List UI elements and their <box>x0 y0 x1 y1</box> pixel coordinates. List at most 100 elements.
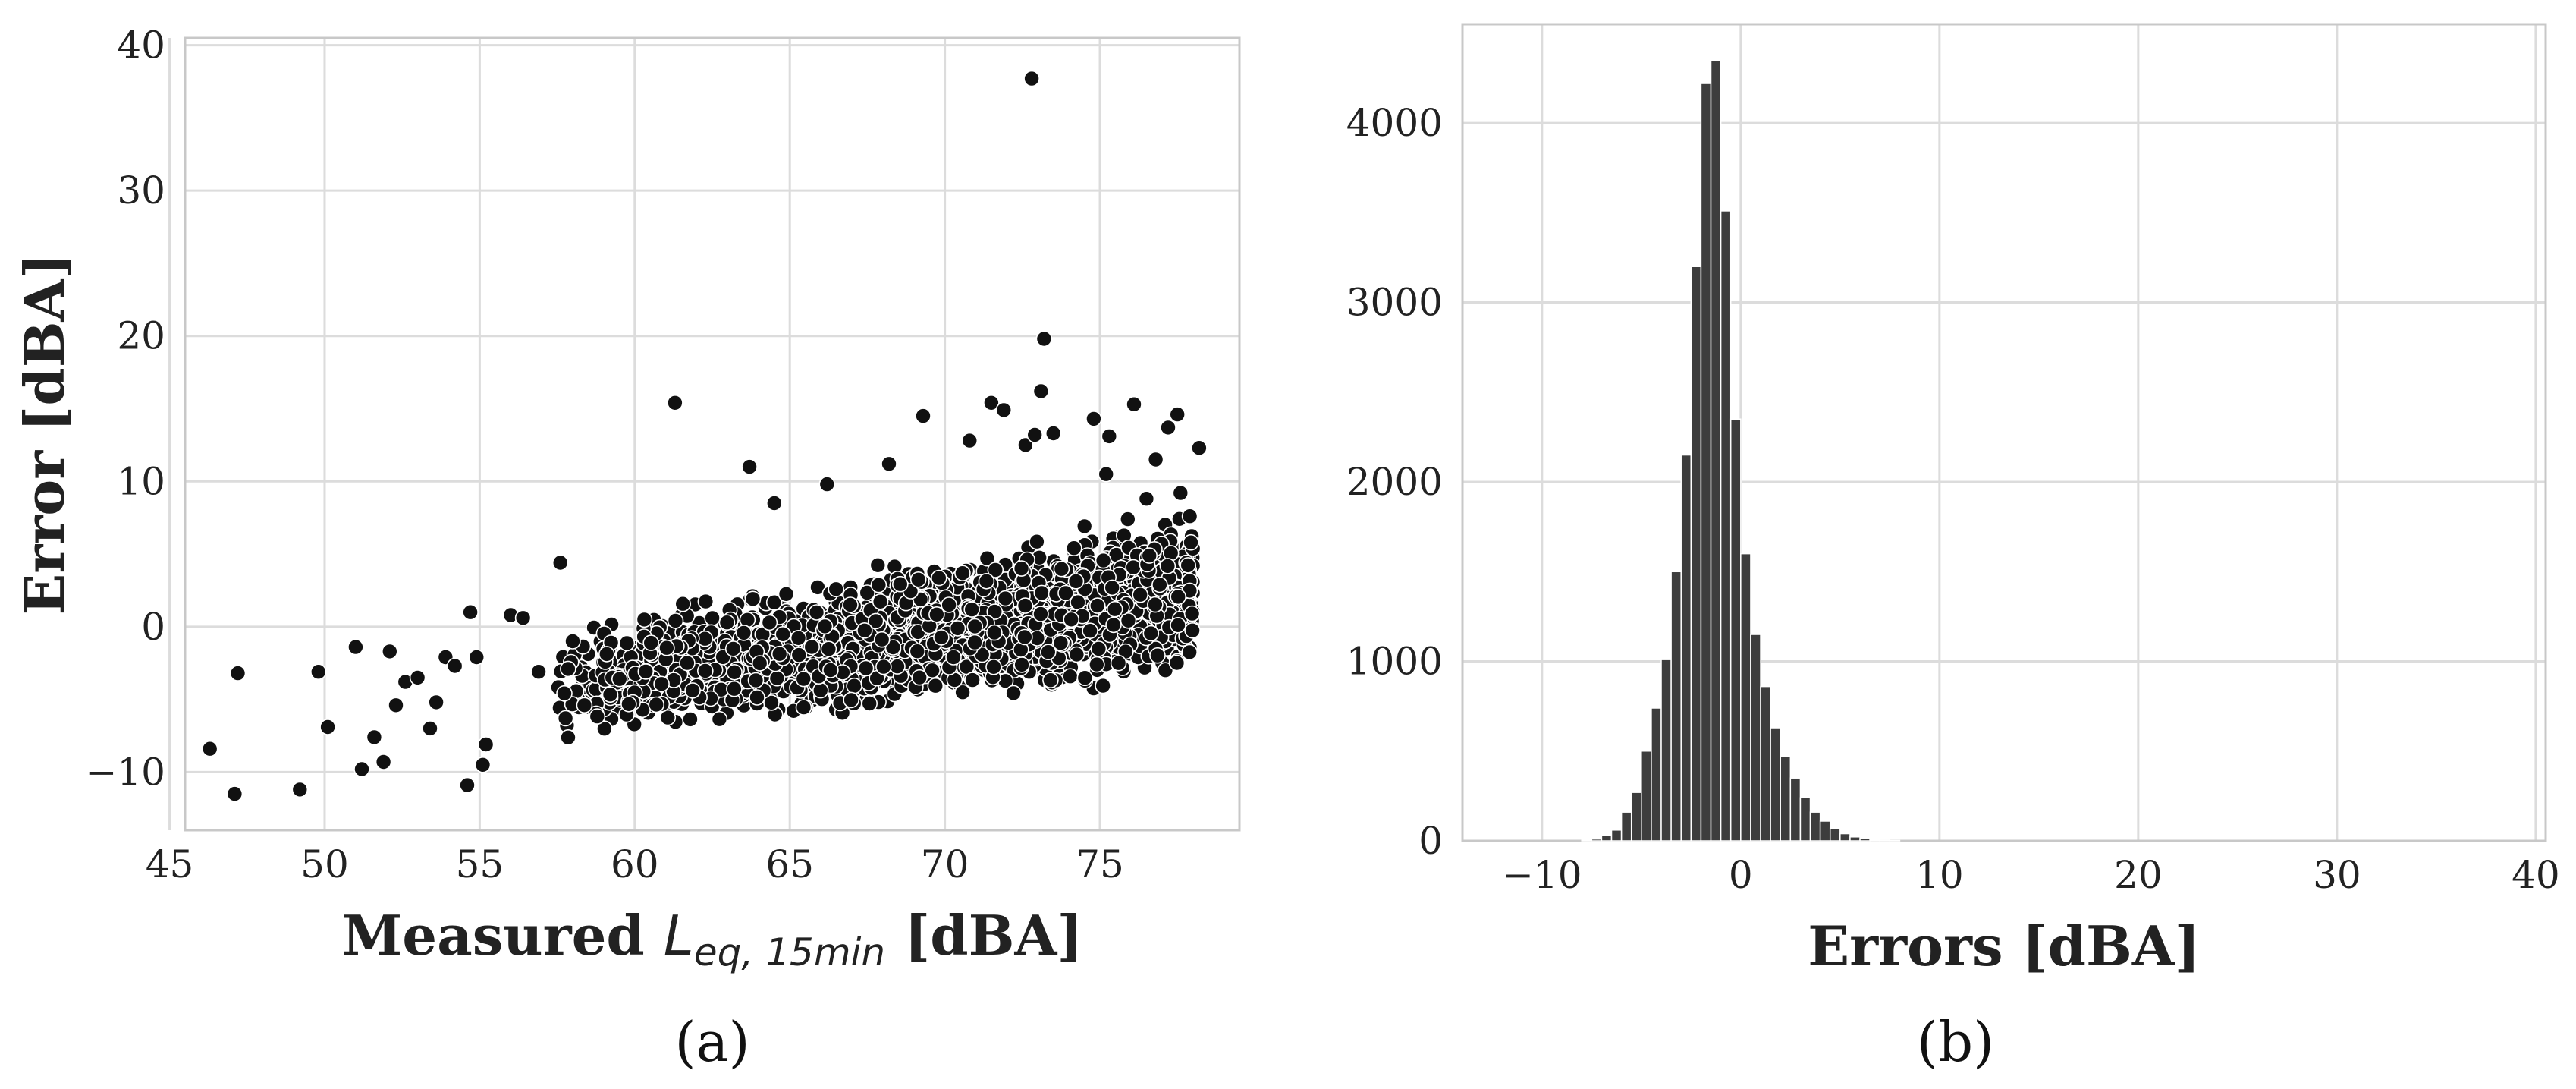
scatter-point <box>1172 484 1189 502</box>
scatter-point <box>551 554 569 571</box>
scatter-point <box>618 634 636 652</box>
scatter-point <box>1169 406 1186 423</box>
histogram-bar <box>1750 634 1761 842</box>
panel-a-points <box>201 70 1208 802</box>
panel-a: 45 50 55 60 65 70 75 −10 0 10 20 30 40 Measured Leq, … <box>12 24 1241 1074</box>
panel-a-y-tick-label: 10 <box>117 459 165 503</box>
scatter-point <box>816 618 834 635</box>
x-axis-label-symbol: L <box>664 904 694 968</box>
scatter-point <box>744 590 762 608</box>
scatter-point <box>1040 644 1057 661</box>
panel-a-y-tick-label: 20 <box>117 314 165 358</box>
scatter-point <box>828 581 844 598</box>
scatter-point <box>949 620 966 637</box>
scatter-point <box>658 639 675 656</box>
histogram-bar <box>1799 797 1811 842</box>
panel-b-x-tick-label: 30 <box>2313 853 2361 897</box>
scatter-point <box>795 699 812 716</box>
scatter-point <box>979 549 996 567</box>
histogram-bar <box>1869 839 1880 842</box>
panel-b-bars <box>1581 59 1901 842</box>
histogram-bar <box>1760 685 1771 842</box>
scatter-point <box>911 669 928 686</box>
histogram-bar <box>1780 756 1792 842</box>
histogram-bar <box>1670 571 1682 842</box>
panel-b-x-tick-label: 40 <box>2512 853 2560 897</box>
histogram-bar <box>1789 777 1802 842</box>
histogram-bar <box>1879 839 1891 842</box>
scatter-point <box>1106 600 1123 618</box>
scatter-point <box>875 658 892 675</box>
scatter-point <box>747 672 765 689</box>
scatter-point <box>611 670 628 688</box>
scatter-point <box>1026 426 1043 443</box>
scatter-point <box>987 562 1004 578</box>
panel-b-y-tick-label: 2000 <box>1346 460 1443 504</box>
scatter-point <box>1151 576 1168 593</box>
histogram-bar <box>1680 454 1692 842</box>
scatter-point <box>1016 597 1034 614</box>
scatter-point <box>642 634 660 651</box>
scatter-point <box>459 776 476 794</box>
scatter-point <box>803 638 820 656</box>
scatter-point <box>726 680 743 697</box>
histogram-bar <box>1660 659 1672 842</box>
scatter-point <box>1149 647 1166 664</box>
scatter-point <box>347 638 364 656</box>
histogram-bar <box>1620 811 1632 842</box>
scatter-point <box>1090 640 1107 657</box>
histogram-bar <box>1690 266 1702 842</box>
scatter-point <box>1068 646 1085 663</box>
scatter-point <box>1168 654 1186 672</box>
scatter-point <box>319 719 336 735</box>
scatter-point <box>1120 612 1137 629</box>
scatter-point <box>818 476 836 493</box>
panel-a-x-tick-label: 45 <box>146 842 194 886</box>
scatter-point <box>229 665 247 681</box>
scatter-point <box>462 603 479 621</box>
scatter-point <box>711 710 728 728</box>
scatter-point <box>978 572 995 590</box>
scatter-point <box>963 601 980 618</box>
scatter-point <box>556 685 573 702</box>
scatter-point <box>1082 622 1098 640</box>
scatter-point <box>909 643 926 660</box>
panel-b: −10 0 10 20 30 40 0 1000 2000 3000 4000 Errors [dBA… <box>1346 23 2560 1074</box>
scatter-point <box>761 614 778 631</box>
scatter-point <box>428 694 445 711</box>
scatter-point <box>353 760 370 778</box>
scatter-point <box>1180 557 1196 574</box>
scatter-point <box>964 672 981 688</box>
scatter-point <box>1160 419 1176 436</box>
panel-b-y-tick-label: 0 <box>1418 819 1443 863</box>
scatter-point <box>1089 656 1105 673</box>
scatter-point <box>1104 579 1120 596</box>
x-axis-label-suffix: [dBA] <box>885 903 1082 968</box>
scatter-point <box>1181 644 1198 661</box>
scatter-point <box>726 663 743 681</box>
histogram-bar <box>1859 838 1871 842</box>
scatter-point <box>674 595 692 612</box>
scatter-point <box>966 618 984 635</box>
scatter-point <box>812 681 829 699</box>
panel-b-x-tick-label: 0 <box>1729 853 1753 897</box>
scatter-point <box>468 649 485 666</box>
histogram-bar <box>1581 839 1593 842</box>
x-axis-label-subscript: eq, 15min <box>694 930 885 974</box>
panel-a-x-axis-label: Measured Leq, 15min [dBA] <box>342 903 1083 974</box>
scatter-point <box>1141 547 1158 564</box>
scatter-point <box>724 640 742 657</box>
scatter-point <box>1062 668 1079 685</box>
scatter-point <box>560 660 576 678</box>
scatter-point <box>1170 588 1186 606</box>
scatter-point <box>1183 533 1199 551</box>
scatter-point <box>636 611 653 628</box>
scatter-point <box>1076 518 1093 535</box>
scatter-point <box>1159 558 1176 574</box>
scatter-point <box>1032 606 1049 622</box>
scatter-point <box>867 612 884 630</box>
scatter-point <box>474 756 492 773</box>
scatter-point <box>309 663 327 681</box>
scatter-point <box>961 432 979 449</box>
